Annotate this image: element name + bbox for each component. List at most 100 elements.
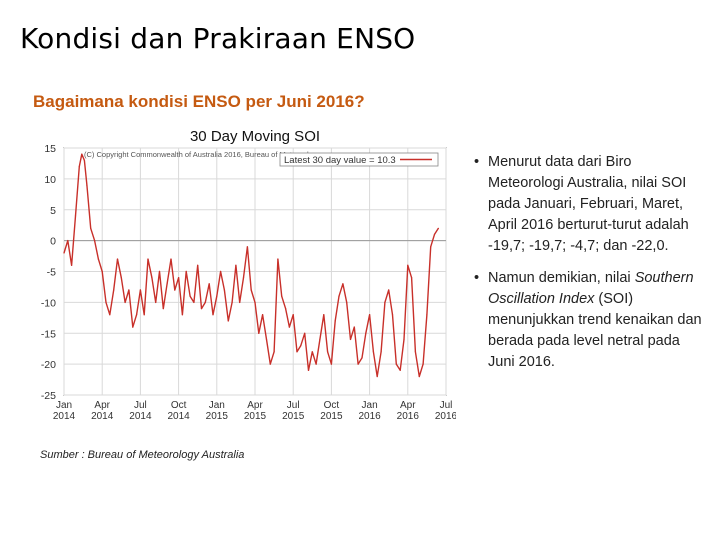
soi-data-point bbox=[273, 351, 275, 353]
legend-label: Latest 30 day value = 10.3 bbox=[284, 155, 396, 166]
bullet-run: Namun demikian, nilai bbox=[488, 270, 635, 286]
soi-data-point bbox=[81, 153, 83, 155]
soi-data-point bbox=[124, 301, 126, 303]
soi-data-point bbox=[116, 258, 119, 260]
soi-data-point bbox=[174, 289, 176, 291]
x-tick-label: 2016 bbox=[435, 411, 456, 422]
soi-data-point bbox=[246, 246, 248, 248]
chart-title: 30 Day Moving SOI bbox=[190, 128, 320, 145]
bullet-dot: • bbox=[474, 154, 480, 170]
y-tick-label: 5 bbox=[50, 205, 56, 217]
soi-data-point bbox=[97, 258, 99, 260]
x-tick-label: 2016 bbox=[358, 411, 381, 422]
slide-subtitle: Bagaimana kondisi ENSO per Juni 2016? bbox=[33, 92, 365, 111]
x-tick-label: 2014 bbox=[129, 411, 152, 422]
soi-data-point bbox=[200, 308, 203, 310]
soi-data-point bbox=[258, 332, 260, 334]
soi-data-point bbox=[254, 301, 256, 303]
soi-data-point bbox=[242, 277, 245, 279]
soi-data-point bbox=[433, 233, 436, 235]
soi-data-point bbox=[307, 369, 310, 371]
soi-data-point bbox=[208, 283, 210, 285]
x-tick-label: Apr bbox=[94, 400, 110, 411]
soi-series-line bbox=[63, 153, 439, 378]
y-tick-label: -10 bbox=[41, 297, 56, 309]
x-tick-label: Jan bbox=[209, 400, 225, 411]
soi-data-point bbox=[376, 375, 378, 378]
soi-data-point bbox=[223, 289, 225, 291]
bullet-run: Menurut data dari Biro Meteorologi Austr… bbox=[488, 154, 689, 254]
soi-data-point bbox=[128, 289, 130, 291]
soi-data-point bbox=[235, 264, 237, 266]
copyright-note: (C) Copyright Commonwealth of Australia … bbox=[84, 150, 321, 159]
soi-data-point bbox=[147, 258, 149, 260]
y-tick-label: -20 bbox=[41, 359, 56, 371]
soi-data-point bbox=[338, 295, 340, 297]
soi-data-point bbox=[239, 301, 241, 303]
soi-data-point bbox=[430, 246, 432, 248]
soi-data-point bbox=[83, 159, 85, 161]
soi-data-point bbox=[231, 301, 233, 303]
x-tick-label: Jul bbox=[287, 400, 300, 411]
source-note: Sumber : Bureau of Meteorology Australia bbox=[40, 449, 245, 461]
soi-data-point bbox=[269, 363, 271, 365]
soi-data-point bbox=[109, 314, 111, 316]
soi-data-point bbox=[170, 258, 172, 260]
soi-data-point bbox=[357, 363, 359, 365]
soi-data-point bbox=[216, 295, 218, 297]
soi-data-point bbox=[162, 308, 164, 310]
soi-data-point bbox=[67, 240, 69, 242]
soi-data-point bbox=[304, 332, 306, 334]
soi-data-point bbox=[380, 351, 382, 353]
soi-data-point bbox=[204, 301, 206, 303]
soi-data-point bbox=[113, 289, 115, 291]
soi-data-point bbox=[285, 308, 287, 310]
x-tick-label: Oct bbox=[324, 400, 340, 411]
soi-data-point bbox=[342, 283, 344, 285]
soi-data-point bbox=[250, 289, 252, 291]
soi-data-point bbox=[426, 314, 428, 316]
y-tick-label: -15 bbox=[41, 328, 56, 340]
soi-data-point bbox=[277, 258, 279, 260]
soi-data-point bbox=[63, 252, 65, 254]
soi-data-point bbox=[136, 314, 138, 316]
soi-data-point bbox=[437, 227, 439, 229]
soi-data-point bbox=[197, 264, 199, 266]
soi-data-point bbox=[265, 338, 268, 340]
soi-data-point bbox=[178, 277, 180, 279]
soi-data-point bbox=[365, 332, 367, 334]
x-tick-label: 2014 bbox=[53, 411, 76, 422]
soi-data-point bbox=[315, 363, 317, 365]
y-tick-label: 10 bbox=[44, 174, 56, 186]
soi-data-point bbox=[292, 314, 294, 316]
x-tick-label: 2014 bbox=[91, 411, 114, 422]
y-tick-label: -5 bbox=[47, 267, 56, 279]
y-tick-label: 0 bbox=[50, 236, 56, 248]
soi-data-point bbox=[86, 184, 88, 186]
soi-data-point bbox=[151, 277, 153, 279]
soi-data-point bbox=[74, 215, 77, 217]
soi-data-point bbox=[407, 264, 409, 266]
bullet-run: (SOI) menunjukkan trend kenaikan dan ber… bbox=[488, 291, 702, 370]
x-tick-label: Jan bbox=[362, 400, 378, 411]
soi-data-point bbox=[101, 270, 103, 273]
soi-data-point bbox=[372, 351, 374, 353]
soi-data-point bbox=[212, 314, 214, 316]
soi-data-point bbox=[220, 270, 222, 273]
soi-data-point bbox=[369, 314, 371, 316]
soi-data-point bbox=[349, 338, 352, 340]
x-tick-label: Apr bbox=[247, 400, 263, 411]
bullet-text: Namun demikian, nilai Southern Oscillati… bbox=[488, 268, 710, 373]
soi-data-point bbox=[105, 301, 107, 303]
soi-data-point bbox=[143, 314, 145, 316]
x-tick-label: 2016 bbox=[397, 411, 420, 422]
soi-data-point bbox=[353, 326, 355, 328]
y-tick-label: 15 bbox=[44, 143, 56, 155]
soi-data-point bbox=[330, 363, 332, 365]
soi-data-point bbox=[361, 357, 363, 359]
soi-data-point bbox=[71, 264, 73, 266]
soi-data-point bbox=[288, 326, 290, 328]
y-tick-label: -25 bbox=[41, 390, 56, 402]
x-tick-label: 2015 bbox=[320, 411, 343, 422]
bullet-dot: • bbox=[474, 270, 480, 286]
